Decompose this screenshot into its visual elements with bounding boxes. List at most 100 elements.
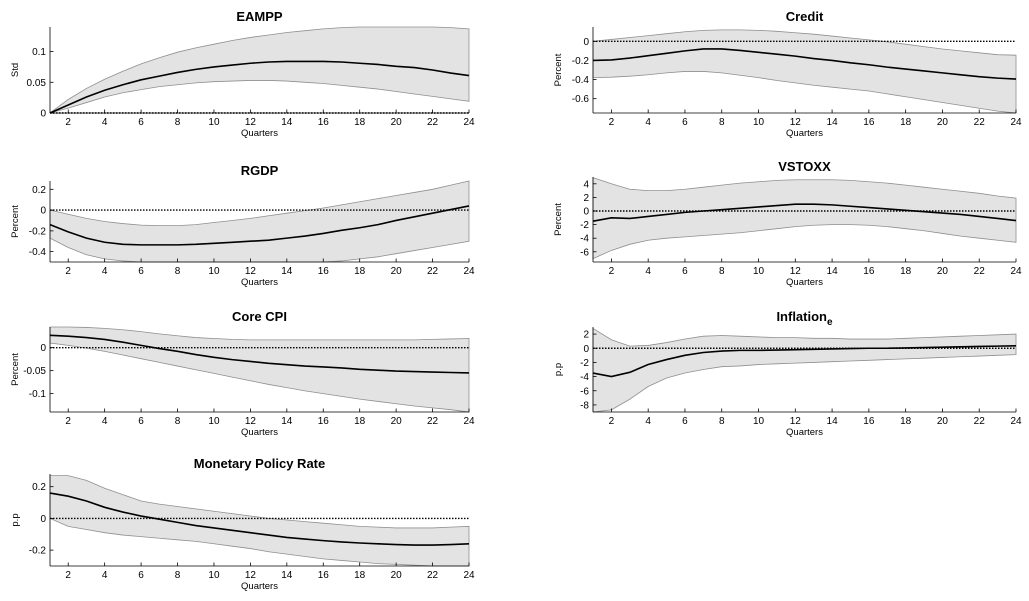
x-tick-label: 10 <box>753 416 765 427</box>
x-tick-label: 18 <box>900 416 912 427</box>
y-tick-label: -0.1 <box>29 389 47 400</box>
impulse-response-line <box>49 205 470 246</box>
y-tick-label: 0 <box>40 109 46 120</box>
x-axis-label: Quarters <box>241 277 278 288</box>
x-tick-label: 14 <box>827 117 839 128</box>
x-tick-label: 24 <box>463 117 475 128</box>
x-tick-label: 6 <box>138 416 144 427</box>
x-tick-label: 6 <box>682 416 688 427</box>
x-tick-label: 16 <box>318 570 330 581</box>
x-tick-label: 16 <box>318 416 330 427</box>
x-tick-label: 12 <box>245 266 257 277</box>
x-tick-label: 14 <box>827 266 839 277</box>
x-axis-label: Quarters <box>786 277 823 288</box>
y-tick-label: 0.05 <box>27 78 47 89</box>
x-tick-label: 2 <box>609 266 615 277</box>
y-tick-label: 2 <box>583 193 589 204</box>
y-axis-label: Percent <box>10 205 21 238</box>
impulse-response-line <box>49 334 470 374</box>
panel-title: Credit <box>786 9 824 24</box>
x-tick-label: 20 <box>937 117 949 128</box>
impulse-response-line <box>592 48 1017 80</box>
panel-eampp: 2 4 6 8 10 12 14 16 18 20 22 2400.050.1QuartersStdE… <box>10 9 475 139</box>
y-tick-label: -4 <box>580 234 589 245</box>
x-tick-label: 8 <box>175 117 181 128</box>
x-tick-label: 20 <box>391 570 403 581</box>
x-tick-label: 24 <box>1010 266 1022 277</box>
x-tick-label: 22 <box>427 117 439 128</box>
y-tick-label: 0.2 <box>32 185 46 196</box>
x-tick-label: 24 <box>463 570 475 581</box>
x-tick-label: 2 <box>65 266 71 277</box>
x-tick-label: 22 <box>974 266 986 277</box>
x-tick-label: 12 <box>790 117 802 128</box>
x-tick-label: 22 <box>427 266 439 277</box>
x-tick-label: 10 <box>753 117 765 128</box>
y-tick-label: -6 <box>580 247 589 258</box>
confidence-band <box>592 29 1017 114</box>
x-tick-label: 12 <box>245 570 257 581</box>
x-tick-label: 4 <box>645 416 651 427</box>
y-tick-label: 0 <box>40 514 46 525</box>
x-tick-label: 12 <box>245 117 257 128</box>
x-tick-label: 2 <box>65 117 71 128</box>
x-tick-label: 12 <box>790 416 802 427</box>
panel-title: Inflatione <box>776 309 833 328</box>
x-tick-label: 18 <box>900 266 912 277</box>
x-axis-label: Quarters <box>241 427 278 438</box>
y-tick-label: 0.1 <box>32 47 46 58</box>
panel-inflation: 2 4 6 8 10 12 14 16 18 20 22 2420-2-4-6-8Quartersp.… <box>553 309 1022 438</box>
panel-title-subscript: e <box>827 317 833 328</box>
x-tick-label: 8 <box>719 416 725 427</box>
impulse-response-line <box>49 60 470 114</box>
x-tick-label: 24 <box>1010 416 1022 427</box>
y-tick-label: -0.2 <box>29 226 47 237</box>
x-tick-label: 16 <box>863 266 875 277</box>
x-tick-label: 8 <box>719 117 725 128</box>
y-tick-label: 2 <box>583 330 589 341</box>
x-tick-label: 18 <box>354 266 366 277</box>
panel-title: RGDP <box>241 163 279 178</box>
impulse-response-line <box>592 344 1017 378</box>
x-tick-label: 10 <box>208 117 220 128</box>
panel-credit: 2 4 6 8 10 12 14 16 18 20 22 240-0.2-0.4-0.6Quarter… <box>553 9 1022 139</box>
panel-title: VSTOXX <box>778 159 831 174</box>
x-tick-label: 6 <box>138 570 144 581</box>
x-axis-label: Quarters <box>241 581 278 592</box>
y-tick-label: 0 <box>583 207 589 218</box>
y-axis-label: Std <box>10 63 21 77</box>
x-tick-label: 2 <box>65 416 71 427</box>
y-tick-label: 0 <box>583 344 589 355</box>
x-tick-label: 8 <box>175 570 181 581</box>
x-tick-label: 14 <box>827 416 839 427</box>
x-tick-label: 4 <box>645 266 651 277</box>
y-tick-label: -4 <box>580 372 589 383</box>
x-tick-label: 2 <box>609 416 615 427</box>
y-tick-label: -0.05 <box>23 366 46 377</box>
x-tick-label: 10 <box>208 570 220 581</box>
y-tick-label: 0.2 <box>32 482 46 493</box>
x-tick-label: 4 <box>102 117 108 128</box>
impulse-response-line <box>592 203 1017 222</box>
x-tick-label: 22 <box>974 117 986 128</box>
x-tick-label: 10 <box>208 416 220 427</box>
x-tick-label: 18 <box>354 570 366 581</box>
x-tick-label: 10 <box>753 266 765 277</box>
x-tick-label: 16 <box>318 117 330 128</box>
panel-title: Monetary Policy Rate <box>194 456 326 471</box>
x-tick-label: 6 <box>138 266 144 277</box>
panel-title: EAMPP <box>236 9 283 24</box>
y-tick-label: -2 <box>580 220 589 231</box>
x-tick-label: 6 <box>138 117 144 128</box>
confidence-band <box>592 327 1017 413</box>
x-tick-label: 4 <box>102 416 108 427</box>
y-tick-label: -0.4 <box>29 247 47 258</box>
x-tick-label: 8 <box>719 266 725 277</box>
y-axis-label: p.p <box>10 513 21 526</box>
y-tick-label: -0.6 <box>572 94 590 105</box>
x-tick-label: 4 <box>102 266 108 277</box>
x-tick-label: 4 <box>645 117 651 128</box>
x-tick-label: 12 <box>245 416 257 427</box>
x-tick-label: 20 <box>937 416 949 427</box>
